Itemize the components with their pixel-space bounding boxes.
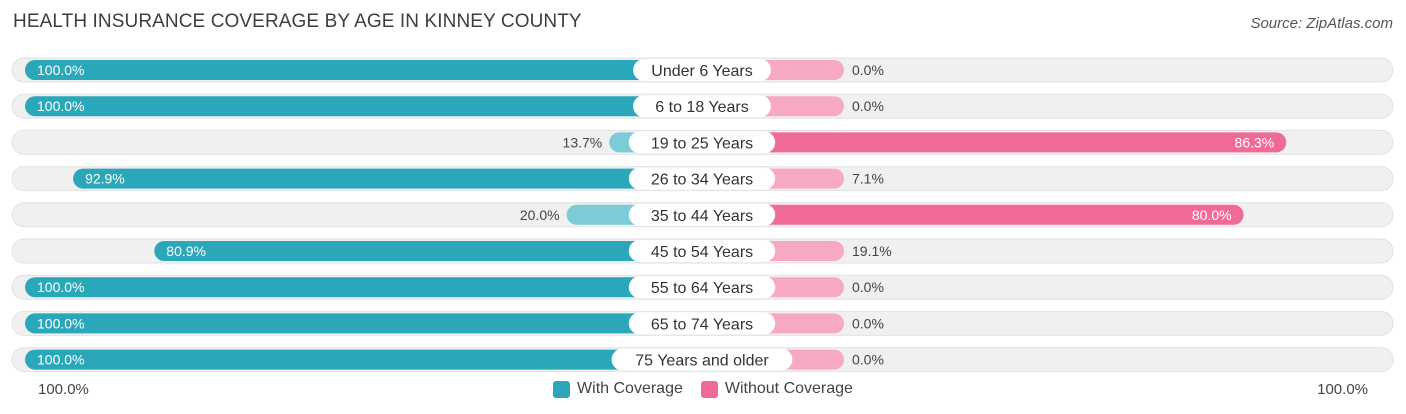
- with-coverage-value-label: 100.0%: [37, 315, 84, 331]
- with-coverage-bar: [25, 277, 702, 298]
- with-coverage-value-label: 13.7%: [563, 134, 603, 150]
- category-label: 45 to 54 Years: [651, 244, 753, 261]
- without-coverage-value-label: 7.1%: [852, 171, 884, 187]
- category-pill: [628, 203, 776, 226]
- category-label: 65 to 74 Years: [651, 316, 753, 333]
- bar-row: 20.0% 80.0% 35 to 44 Years: [11, 202, 1394, 228]
- without-coverage-value-label: 19.1%: [852, 243, 892, 259]
- bar-row: 92.9% 7.1% 26 to 34 Years: [11, 166, 1394, 192]
- category-label: 55 to 64 Years: [651, 280, 753, 297]
- category-pill: [628, 312, 776, 335]
- bar-row: 100.0% 0.0% 65 to 74 Years: [11, 310, 1394, 336]
- legend-without-coverage: Without Coverage: [700, 380, 853, 398]
- without-coverage-value-label: 0.0%: [852, 315, 884, 331]
- legend-without-swatch: [700, 380, 718, 398]
- category-pill: [633, 59, 771, 81]
- without-coverage-value-label: 80.0%: [1192, 207, 1232, 223]
- bar-row: 100.0% 0.0% 75 Years and older: [11, 347, 1394, 373]
- with-coverage-bar: [154, 241, 702, 261]
- chart-plot: 100.0% 0.0% Under 6 Years 100.0% 0.0% 6 to 18…: [11, 57, 1394, 373]
- category-pill: [628, 167, 776, 190]
- bar-row: 100.0% 0.0% Under 6 Years: [11, 57, 1394, 83]
- legend-with-coverage: With Coverage: [553, 380, 683, 398]
- category-label: 75 Years and older: [635, 353, 769, 370]
- category-label: Under 6 Years: [651, 63, 752, 80]
- without-coverage-value-label: 0.0%: [852, 98, 884, 114]
- without-coverage-value-label: 0.0%: [852, 352, 884, 368]
- with-coverage-bar: [73, 168, 702, 189]
- category-pill: [628, 131, 776, 154]
- with-coverage-value-label: 100.0%: [37, 279, 84, 295]
- axis-left-label: 100.0%: [38, 381, 89, 398]
- with-coverage-bar: [25, 96, 702, 117]
- with-coverage-value-label: 100.0%: [37, 98, 84, 114]
- legend-without-label: Without Coverage: [724, 380, 853, 397]
- category-label: 35 to 44 Years: [651, 208, 753, 225]
- with-coverage-value-label: 92.9%: [85, 171, 125, 187]
- category-pill: [611, 348, 793, 371]
- with-coverage-value-label: 100.0%: [37, 352, 84, 368]
- category-pill: [628, 240, 776, 262]
- bar-row: 13.7% 86.3% 19 to 25 Years: [11, 129, 1394, 155]
- with-coverage-value-label: 80.9%: [166, 243, 206, 259]
- with-coverage-bar: [25, 349, 702, 370]
- category-label: 19 to 25 Years: [651, 135, 753, 152]
- without-coverage-value-label: 86.3%: [1235, 134, 1275, 150]
- category-pill: [633, 95, 771, 118]
- without-coverage-bar: [702, 204, 1244, 225]
- category-label: 6 to 18 Years: [655, 99, 748, 116]
- category-pill: [628, 276, 776, 299]
- source-note: Source: ZipAtlas.com: [1250, 15, 1393, 32]
- bar-row: 80.9% 19.1% 45 to 54 Years: [11, 238, 1394, 264]
- with-coverage-value-label: 20.0%: [520, 207, 560, 223]
- with-coverage-value-label: 100.0%: [37, 62, 84, 78]
- with-coverage-bar: [25, 60, 702, 80]
- bar-row: 100.0% 0.0% 55 to 64 Years: [11, 274, 1394, 300]
- without-coverage-value-label: 0.0%: [852, 62, 884, 78]
- legend-with-swatch: [553, 380, 571, 398]
- without-coverage-bar: [702, 132, 1287, 153]
- bar-row: 100.0% 0.0% 6 to 18 Years: [11, 93, 1394, 119]
- with-coverage-bar: [25, 313, 702, 334]
- legend-with-label: With Coverage: [577, 380, 683, 397]
- category-label: 26 to 34 Years: [651, 172, 753, 189]
- legend: With Coverage Without Coverage: [0, 380, 1406, 398]
- without-coverage-value-label: 0.0%: [852, 279, 884, 295]
- chart-title: HEALTH INSURANCE COVERAGE BY AGE IN KINN…: [13, 11, 582, 32]
- axis-right-label: 100.0%: [1317, 381, 1368, 398]
